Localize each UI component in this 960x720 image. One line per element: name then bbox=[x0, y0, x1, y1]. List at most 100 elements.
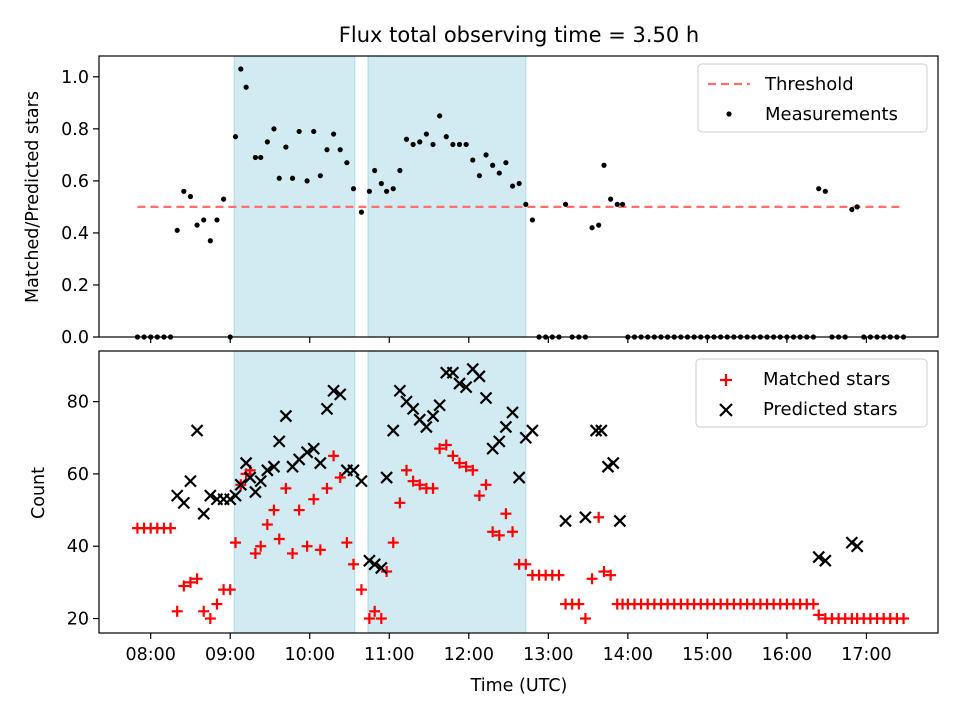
predicted-star-point bbox=[355, 474, 368, 488]
legend-predicted-label: Predicted stars bbox=[763, 399, 897, 420]
measurement-point bbox=[187, 193, 194, 200]
matched-star-point bbox=[573, 598, 585, 610]
matched-star-point bbox=[369, 605, 381, 617]
matched-star-point bbox=[191, 573, 203, 585]
matched-star-point bbox=[249, 547, 261, 559]
matched-star-point bbox=[341, 537, 353, 549]
matched-star-point bbox=[427, 482, 439, 494]
matched-star-point bbox=[375, 613, 387, 625]
chart-title: Flux total observing time = 3.50 h bbox=[339, 23, 699, 47]
measurement-point bbox=[372, 167, 378, 174]
measurement-point bbox=[854, 204, 860, 210]
predicted-star-point bbox=[300, 445, 314, 459]
matched-star-point bbox=[261, 519, 273, 531]
matched-star-point bbox=[301, 540, 313, 552]
matched-star-point bbox=[500, 508, 512, 520]
bottom-y-tick-label: 40 bbox=[67, 537, 89, 557]
matched-star-point bbox=[898, 613, 910, 625]
measurement-point bbox=[378, 180, 384, 187]
top-panel: 0.0 0.2 0.4 0.6 0.8 1.0 Matched/Predicted sta… bbox=[23, 55, 939, 348]
predicted-star-point bbox=[279, 409, 293, 423]
measurement-point bbox=[289, 175, 296, 181]
matched-star-point bbox=[460, 461, 472, 473]
legend-predicted-swatch bbox=[719, 403, 733, 417]
measurement-point bbox=[276, 175, 282, 181]
predicted-star-point bbox=[850, 539, 864, 553]
matched-star-point bbox=[454, 457, 466, 469]
measurement-point bbox=[232, 134, 239, 140]
matched-star-point bbox=[440, 439, 452, 451]
predicted-star-point bbox=[613, 514, 627, 528]
matched-star-point bbox=[605, 569, 617, 581]
matched-star-point bbox=[487, 526, 499, 538]
matched-star-point bbox=[355, 584, 367, 596]
predicted-star-point bbox=[368, 558, 381, 571]
bottom-panel: 20 40 60 80 08:00 09:00 10:00 11:00 12:00 13:00 1… bbox=[29, 350, 939, 696]
bottom-y-tick-label: 80 bbox=[67, 393, 89, 413]
predicted-star-point bbox=[512, 471, 526, 484]
predicted-star-point bbox=[184, 474, 197, 488]
predicted-star-point bbox=[526, 424, 539, 437]
predicted-star-point bbox=[254, 474, 267, 488]
predicted-star-point bbox=[479, 391, 493, 405]
measurement-point bbox=[490, 162, 496, 168]
predicted-star-point bbox=[606, 456, 620, 470]
predicted-star-point bbox=[595, 424, 608, 437]
measurement-point bbox=[384, 188, 390, 194]
x-tick-label: 08:00 bbox=[125, 645, 175, 665]
measurement-point bbox=[390, 186, 396, 192]
measurement-point bbox=[304, 178, 310, 184]
matched-star-point bbox=[387, 537, 399, 549]
x-tick-label: 11:00 bbox=[364, 645, 414, 665]
x-tick-label: 16:00 bbox=[762, 645, 812, 665]
measurement-point bbox=[410, 141, 416, 148]
legend-measurements-label: Measurements bbox=[765, 104, 898, 125]
measurement-point bbox=[243, 84, 249, 90]
measurement-point bbox=[214, 217, 220, 223]
predicted-star-point bbox=[446, 366, 460, 379]
predicted-star-point bbox=[589, 424, 603, 437]
top-y-tick-label: 1.0 bbox=[61, 68, 89, 88]
predicted-star-point bbox=[363, 554, 376, 567]
predicted-star-point bbox=[327, 384, 340, 398]
matched-star-point bbox=[184, 576, 196, 588]
matched-star-point bbox=[467, 464, 479, 476]
matched-star-point bbox=[224, 584, 236, 596]
predicted-star-point bbox=[559, 514, 572, 528]
matched-star-point bbox=[813, 609, 825, 621]
predicted-star-point bbox=[845, 536, 859, 549]
matched-star-point bbox=[287, 547, 299, 559]
predicted-star-point bbox=[197, 507, 210, 520]
measurement-point bbox=[463, 141, 469, 148]
predicted-star-point bbox=[204, 489, 217, 502]
measurement-point bbox=[470, 157, 476, 163]
predicted-star-point bbox=[314, 456, 327, 470]
measurement-point bbox=[443, 134, 449, 140]
predicted-star-point bbox=[579, 511, 592, 524]
measurement-point bbox=[194, 222, 200, 228]
matched-star-point bbox=[553, 569, 565, 581]
bottom-x-axis: 08:00 09:00 10:00 11:00 12:00 13:00 14:00 15:00… bbox=[125, 633, 892, 665]
top-legend-box bbox=[697, 63, 928, 133]
predicted-star-point bbox=[229, 489, 242, 502]
predicted-star-point bbox=[601, 460, 615, 473]
measurement-point bbox=[614, 201, 620, 207]
matched-star-point bbox=[230, 537, 242, 549]
legend-threshold-label: Threshold bbox=[764, 74, 854, 95]
bottom-y-tick-label: 60 bbox=[67, 465, 89, 485]
measurement-point bbox=[450, 141, 456, 148]
matched-star-point bbox=[211, 598, 223, 610]
top-y-axis: 0.0 0.2 0.4 0.6 0.8 1.0 bbox=[61, 68, 99, 348]
x-tick-label: 17:00 bbox=[841, 645, 891, 665]
predicted-star-point bbox=[393, 384, 407, 398]
predicted-star-point bbox=[386, 424, 400, 437]
measurement-point bbox=[296, 128, 302, 135]
measurement-point bbox=[523, 201, 529, 207]
predicted-star-point bbox=[473, 370, 486, 383]
matched-star-point bbox=[434, 443, 446, 455]
bottom-y-tick-label: 20 bbox=[67, 610, 89, 630]
predicted-star-point bbox=[499, 420, 513, 434]
measurement-point bbox=[483, 152, 489, 158]
matched-star-point bbox=[381, 566, 393, 578]
predicted-star-point bbox=[190, 424, 204, 437]
